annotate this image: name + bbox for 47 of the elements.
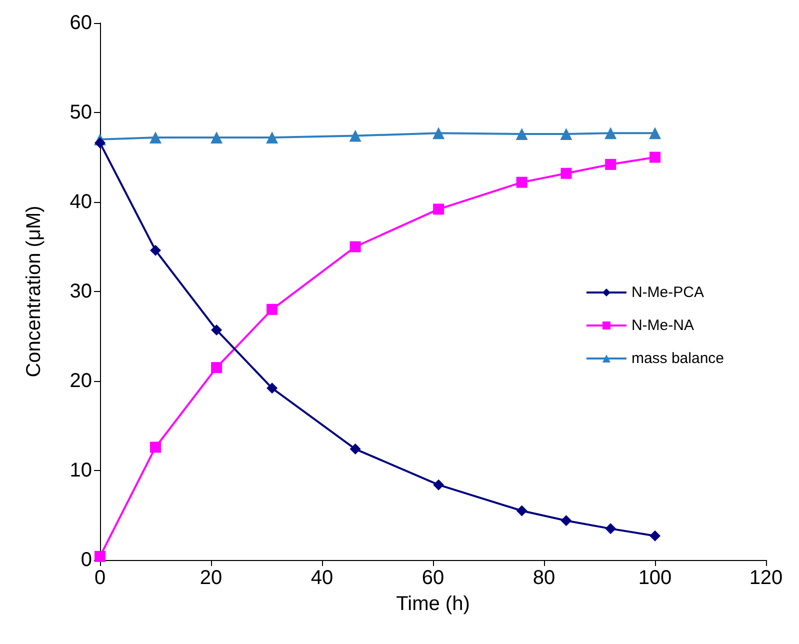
point: [150, 442, 161, 453]
x-axis-title: Time (h): [396, 593, 470, 615]
y-tick-label: 30: [70, 280, 92, 302]
point: [432, 127, 445, 140]
y-tick-label: 60: [70, 12, 92, 34]
y-tick-label: 40: [70, 191, 92, 213]
point: [211, 324, 222, 336]
point: [150, 132, 162, 144]
point: [266, 304, 278, 315]
point: [560, 128, 572, 140]
point: [150, 244, 161, 256]
point: [605, 158, 616, 170]
point: [605, 523, 616, 534]
y-tick-label: 0: [80, 549, 92, 571]
x-tick-label: 100: [638, 567, 672, 589]
y-axis-title: Concentration (μM): [23, 206, 45, 378]
x-tick-label: 60: [422, 567, 444, 589]
point: [650, 152, 660, 163]
point: [350, 241, 361, 252]
x-tick-label: 0: [94, 567, 106, 589]
legend-label: N-Me-NA: [631, 317, 694, 334]
point: [266, 382, 278, 394]
x-tick-label: 20: [200, 567, 222, 589]
point: [604, 127, 617, 140]
legend-label: mass balance: [631, 350, 724, 367]
y-tick-label: 20: [70, 370, 92, 392]
point: [433, 479, 444, 490]
point: [650, 530, 660, 542]
point: [516, 505, 528, 516]
point: [210, 132, 223, 144]
point: [560, 515, 572, 526]
x-tick-label: 120: [749, 567, 783, 589]
legend-label: N-Me-PCA: [631, 284, 704, 301]
point: [266, 132, 278, 144]
point: [433, 204, 444, 215]
point: [350, 444, 361, 455]
point: [516, 176, 528, 188]
point: [349, 130, 362, 142]
y-tick-label: 10: [70, 460, 92, 482]
point: [649, 127, 661, 140]
y-tick-label: 50: [70, 102, 92, 124]
point: [516, 128, 528, 140]
x-tick-label: 80: [532, 567, 556, 589]
point: [211, 362, 222, 374]
x-tick-label: 40: [310, 567, 334, 589]
point: [94, 137, 106, 148]
point: [560, 168, 572, 179]
